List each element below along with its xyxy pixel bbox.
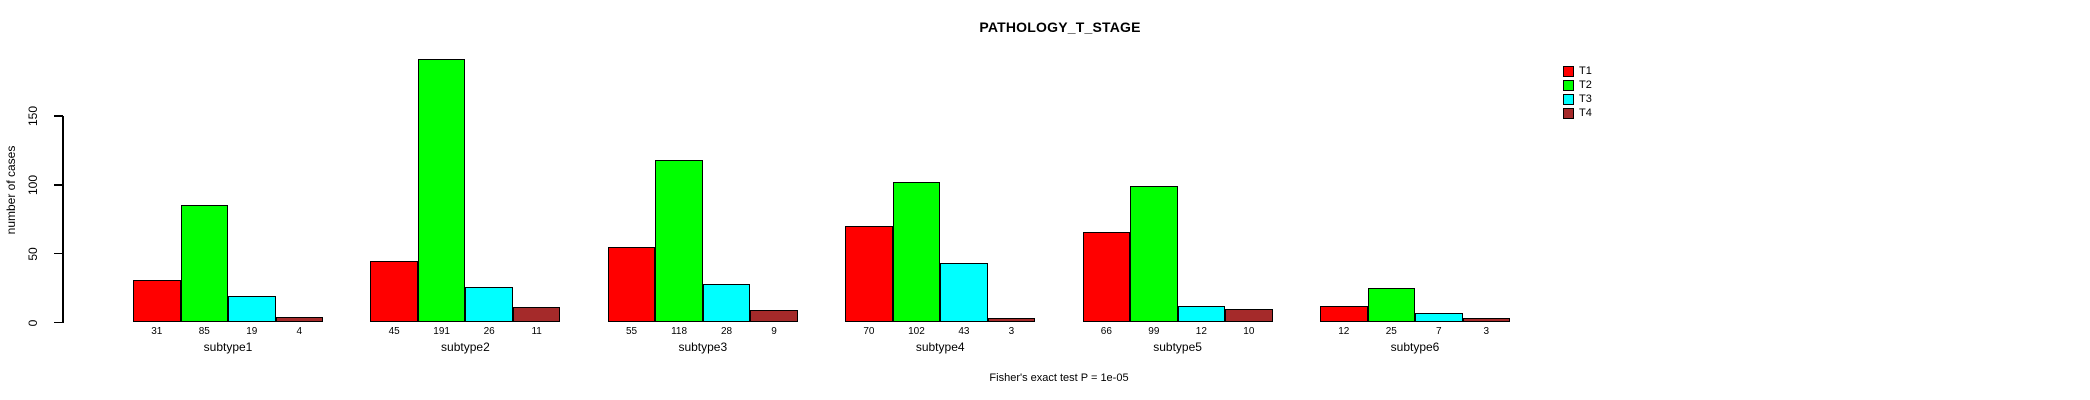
bar-T2-subtype4 <box>892 182 941 323</box>
bar-T2-subtype1 <box>180 205 228 323</box>
bar-value-T2-subtype5: 99 <box>1148 326 1160 337</box>
y-tick-label: 150 <box>26 105 40 126</box>
bar-value-T4-subtype6: 3 <box>1483 326 1490 337</box>
category-label-subtype3: subtype3 <box>678 340 728 354</box>
legend-label-T2: T2 <box>1579 79 1592 91</box>
bar-T1-subtype2 <box>370 260 418 323</box>
category-label-subtype6: subtype6 <box>1390 340 1440 354</box>
bar-value-T1-subtype4: 70 <box>863 326 875 337</box>
bar-value-T1-subtype6: 12 <box>1338 326 1350 337</box>
bar-T4-subtype6 <box>1462 318 1510 323</box>
bar-value-T1-subtype2: 45 <box>388 326 400 337</box>
bar-value-T4-subtype4: 3 <box>1008 326 1015 337</box>
bar-T3-subtype6 <box>1415 312 1463 323</box>
bar-T1-subtype6 <box>1320 305 1368 323</box>
legend-swatch-T1 <box>1563 65 1574 77</box>
bar-T3-subtype4 <box>940 263 988 323</box>
y-tick-mark <box>54 184 63 186</box>
legend-label-T4: T4 <box>1579 107 1592 119</box>
y-axis-line <box>62 116 64 323</box>
bar-T2-subtype6 <box>1367 288 1415 323</box>
y-tick-mark <box>54 115 63 117</box>
bar-value-T3-subtype6: 7 <box>1435 326 1442 337</box>
bar-T4-subtype4 <box>987 318 1036 323</box>
legend-label-T1: T1 <box>1579 65 1592 77</box>
y-tick-label: 50 <box>26 246 40 261</box>
legend-swatch-T2 <box>1563 79 1574 91</box>
bar-T1-subtype4 <box>845 226 893 323</box>
bar-value-T4-subtype2: 11 <box>531 326 542 337</box>
y-tick-label: 100 <box>26 174 40 195</box>
bar-value-T3-subtype4: 43 <box>958 326 970 337</box>
bar-value-T2-subtype6: 25 <box>1385 326 1397 337</box>
bar-value-T3-subtype1: 19 <box>246 326 258 337</box>
legend-item-T3: T3 <box>1563 93 1592 105</box>
bar-value-T4-subtype3: 9 <box>771 326 777 337</box>
category-label-subtype2: subtype2 <box>441 340 490 354</box>
y-axis-label: number of cases <box>4 145 18 235</box>
legend-item-T1: T1 <box>1563 65 1592 77</box>
bar-value-T1-subtype5: 66 <box>1100 326 1112 337</box>
bar-value-T3-subtype5: 12 <box>1195 326 1207 337</box>
bar-value-T3-subtype2: 26 <box>483 326 495 337</box>
bar-T1-subtype3 <box>607 246 656 323</box>
legend-swatch-T3 <box>1563 93 1574 105</box>
bar-value-T2-subtype3: 118 <box>671 326 688 337</box>
bar-T4-subtype2 <box>512 307 561 323</box>
fisher-test-annotation: Fisher's exact test P = 1e-05 <box>989 372 1129 384</box>
chart-title: PATHOLOGY_T_STAGE <box>979 19 1141 35</box>
bar-T1-subtype5 <box>1082 231 1131 323</box>
bar-T2-subtype2 <box>417 59 466 323</box>
y-tick-mark <box>54 321 63 324</box>
legend-item-T2: T2 <box>1563 79 1592 91</box>
bar-T3-subtype3 <box>702 283 751 323</box>
bar-T1-subtype1 <box>133 279 181 323</box>
category-label-subtype1: subtype1 <box>203 340 253 354</box>
bar-value-T4-subtype1: 4 <box>296 326 303 337</box>
bar-value-T4-subtype5: 10 <box>1243 326 1255 337</box>
bar-T3-subtype5 <box>1177 305 1226 323</box>
legend-label-T3: T3 <box>1579 93 1592 105</box>
bar-T4-subtype5 <box>1225 308 1273 323</box>
bar-value-T2-subtype1: 85 <box>198 326 210 337</box>
bar-T2-subtype3 <box>655 160 703 323</box>
category-label-subtype4: subtype4 <box>915 340 965 354</box>
bar-T2-subtype5 <box>1130 186 1178 323</box>
y-tick-label: 0 <box>26 319 40 326</box>
bar-value-T1-subtype1: 31 <box>151 326 163 337</box>
bar-T4-subtype1 <box>275 316 323 323</box>
bar-value-T2-subtype2: 191 <box>433 326 450 337</box>
bar-value-T1-subtype3: 55 <box>625 326 638 337</box>
category-label-subtype5: subtype5 <box>1153 340 1202 354</box>
legend-item-T4: T4 <box>1563 107 1592 119</box>
y-tick-mark <box>54 252 63 255</box>
bar-value-T2-subtype4: 102 <box>908 326 925 337</box>
bar-T3-subtype1 <box>228 296 276 323</box>
bar-T4-subtype3 <box>750 310 798 323</box>
bar-value-T3-subtype3: 28 <box>720 326 733 337</box>
legend-swatch-T4 <box>1563 107 1574 119</box>
bar-T3-subtype2 <box>465 286 513 323</box>
